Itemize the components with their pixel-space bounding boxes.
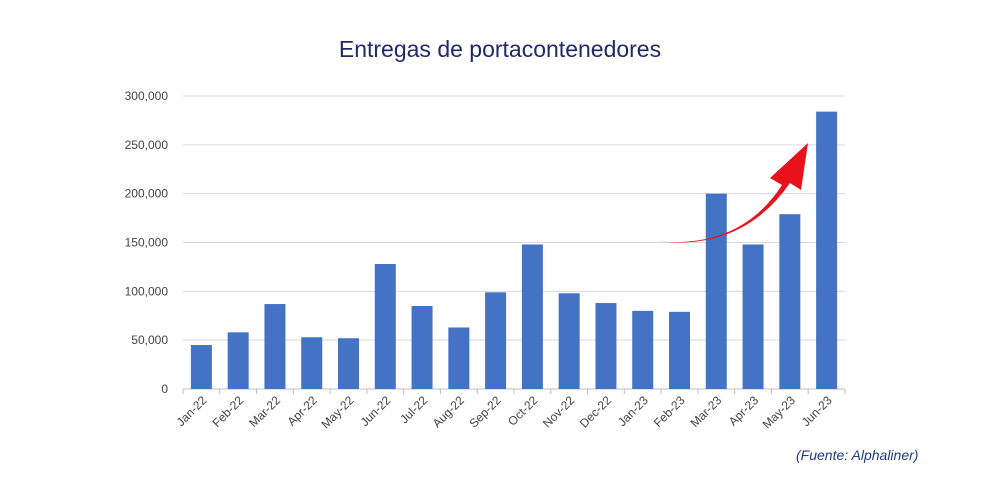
bar-sep-22 bbox=[485, 292, 507, 389]
x-tick-label: Jan-22 bbox=[174, 393, 210, 429]
x-tick-label: Jan-23 bbox=[615, 393, 651, 429]
y-tick-label: 200,000 bbox=[125, 187, 169, 201]
source-note: (Fuente: Alphaliner) bbox=[796, 447, 919, 463]
bar-jul-22 bbox=[411, 305, 433, 389]
x-tick-label: Jun-22 bbox=[358, 393, 394, 429]
bar-may-22 bbox=[338, 338, 359, 389]
x-tick-label: Jul-22 bbox=[397, 393, 430, 426]
y-tick-label: 50,000 bbox=[131, 333, 168, 347]
x-tick-label: May-22 bbox=[318, 393, 356, 431]
x-tick-label: Mar-22 bbox=[246, 393, 283, 430]
bar-nov-22 bbox=[558, 293, 580, 389]
x-tick-label: Jun-23 bbox=[799, 393, 835, 429]
x-tick-label: Dec-22 bbox=[577, 393, 614, 430]
bar-jan-23 bbox=[632, 310, 654, 389]
x-tick-label: Oct-22 bbox=[505, 393, 541, 429]
x-tick-label: Mar-23 bbox=[688, 393, 725, 430]
x-tick-label: Feb-22 bbox=[209, 393, 246, 430]
bar-mar-23 bbox=[705, 193, 727, 389]
chart-title: Entregas de portacontenedores bbox=[338, 36, 662, 62]
bar-mar-22 bbox=[264, 304, 286, 389]
bar-apr-23 bbox=[742, 244, 764, 389]
bar-dec-22 bbox=[595, 303, 617, 389]
x-tick-label: May-23 bbox=[760, 393, 798, 431]
bar-may-23 bbox=[779, 214, 801, 389]
y-tick-label: 300,000 bbox=[125, 89, 169, 103]
x-tick-label: Aug-22 bbox=[430, 393, 467, 430]
x-tick-label: Sep-22 bbox=[466, 393, 503, 430]
x-tick-label: Apr-22 bbox=[284, 393, 320, 429]
trend-arrow-icon bbox=[655, 143, 808, 243]
x-tick-label: Feb-23 bbox=[651, 393, 688, 430]
x-tick-label: Apr-23 bbox=[726, 393, 762, 429]
bar-aug-22 bbox=[448, 327, 470, 389]
bar-jun-22 bbox=[374, 263, 396, 389]
x-tick-label: Nov-22 bbox=[540, 393, 577, 430]
bar-apr-22 bbox=[301, 337, 323, 389]
y-tick-label: 150,000 bbox=[125, 236, 169, 250]
bar-oct-22 bbox=[521, 244, 543, 389]
y-tick-label: 250,000 bbox=[125, 138, 169, 152]
bar-feb-22 bbox=[227, 332, 249, 389]
bar-jan-22 bbox=[190, 345, 212, 389]
bar-jun-23 bbox=[816, 111, 838, 390]
y-tick-label: 100,000 bbox=[125, 284, 169, 298]
bar-feb-23 bbox=[669, 311, 690, 389]
y-tick-label: 0 bbox=[161, 382, 168, 396]
